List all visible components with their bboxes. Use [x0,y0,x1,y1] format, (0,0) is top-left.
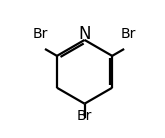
Text: Br: Br [121,26,136,41]
Text: Br: Br [77,109,92,124]
Text: N: N [78,25,91,43]
Text: Br: Br [33,26,48,41]
